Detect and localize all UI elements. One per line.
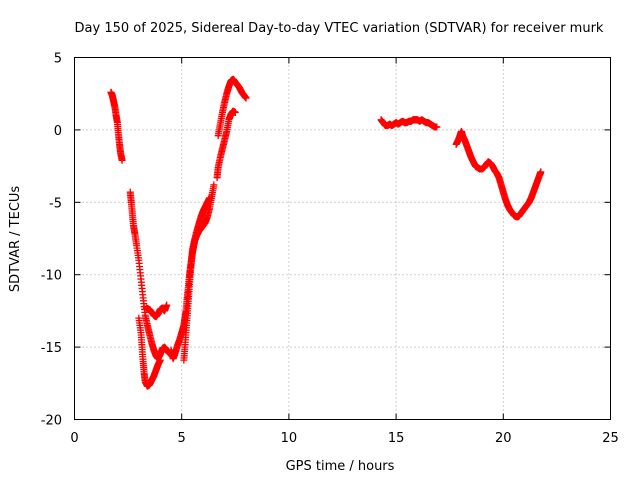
data-point: [163, 301, 171, 309]
series-seg6: [180, 194, 214, 364]
y-tick-label: -5: [49, 196, 62, 211]
data-point: [433, 123, 441, 131]
series-seg4: [142, 301, 171, 321]
plot-frame: [74, 57, 611, 420]
chart-title: Day 150 of 2025, Sidereal Day-to-day VTE…: [75, 21, 604, 36]
data-point: [537, 168, 545, 176]
series-seg9: [377, 116, 441, 131]
x-tick-label: 5: [178, 431, 186, 446]
series-seg2: [126, 188, 175, 363]
series-seg3: [135, 314, 164, 390]
data-point: [206, 194, 214, 202]
data-point: [118, 156, 126, 164]
y-tick-label: -10: [41, 269, 62, 284]
axis-ticks: [74, 57, 611, 420]
data-point: [231, 109, 239, 117]
series-seg8: [214, 75, 250, 140]
series-seg7: [213, 107, 239, 182]
data-point: [210, 181, 218, 189]
grid: [74, 57, 611, 420]
y-tick-label: -20: [41, 414, 62, 429]
series-seg10: [452, 127, 545, 221]
x-tick-label: 0: [70, 431, 78, 446]
y-tick-label: 0: [54, 124, 62, 139]
y-tick-label: 5: [54, 52, 62, 67]
data-point: [156, 356, 164, 364]
x-tick-label: 10: [281, 431, 298, 446]
series-seg5: [167, 181, 218, 363]
x-tick-label: 15: [388, 431, 405, 446]
data-points: [107, 75, 545, 390]
data-point: [242, 94, 250, 102]
y-axis-label: SDTVAR / TECUs: [8, 186, 23, 293]
x-tick-label: 25: [602, 431, 619, 446]
y-tick-labels: -20 -15 -10 -5 0 5: [41, 52, 62, 429]
x-axis-label: GPS time / hours: [286, 459, 395, 474]
x-tick-labels: 0 5 10 15 20 25: [70, 431, 618, 446]
x-tick-label: 20: [495, 431, 512, 446]
series-seg1: [107, 88, 126, 164]
y-tick-label: -15: [41, 341, 62, 356]
